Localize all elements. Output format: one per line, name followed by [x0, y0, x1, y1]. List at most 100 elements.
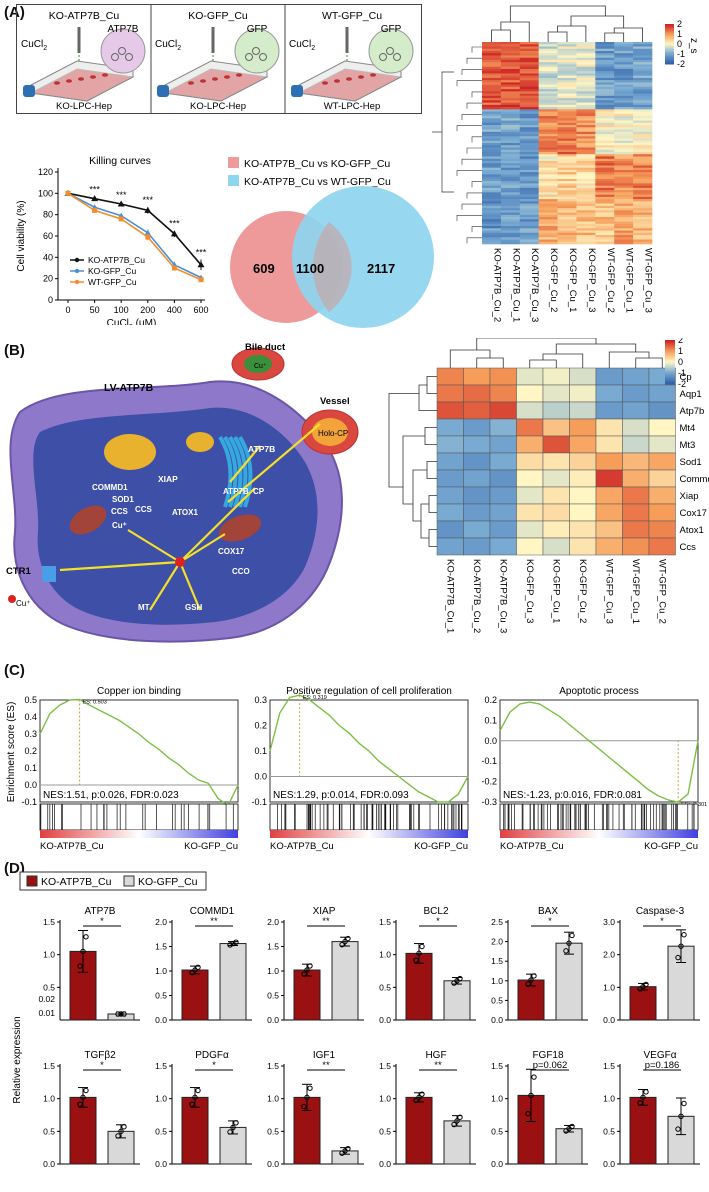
heat-cell — [482, 114, 501, 117]
heat-cell — [614, 242, 633, 245]
heat-cell — [558, 55, 577, 58]
heat-cell — [576, 143, 595, 146]
heat-cell — [614, 201, 633, 204]
heat-cell — [633, 145, 652, 148]
flask-title: KO-GFP_Cu — [188, 10, 248, 22]
y-tick-label: 60 — [43, 231, 53, 241]
heat-cell — [501, 217, 520, 220]
heat-cell — [633, 134, 652, 137]
heat-col-label: KO-ATP7B_Cu_1 — [510, 248, 521, 322]
heat-cell — [614, 80, 633, 83]
flask-schematic: KO-ATP7B_CuCuCl2ATP7BKO-LPC-HepKO-GFP_Cu… — [17, 5, 421, 113]
heat-cell — [576, 51, 595, 54]
dendro-branch — [467, 193, 482, 199]
heat-cell — [595, 98, 614, 101]
label-vessel: Vessel — [320, 396, 350, 407]
heat-cell — [437, 385, 464, 402]
bar-y-tick-label: 1.0 — [603, 982, 615, 992]
heat-cell — [558, 42, 577, 45]
heat-cell — [649, 419, 676, 436]
heat-cell — [595, 69, 614, 72]
heat-cell — [633, 105, 652, 108]
heat-cell — [539, 98, 558, 101]
heat-cell — [501, 161, 520, 164]
heat-cell — [501, 105, 520, 108]
heat-cell — [595, 159, 614, 162]
heat-cell — [482, 100, 501, 103]
gsea-high-label: KO-GFP_Cu — [414, 841, 468, 852]
heat-cell — [649, 436, 676, 453]
heat-cell — [576, 49, 595, 52]
dendro-branch — [421, 504, 429, 538]
heat-cell — [595, 156, 614, 159]
dendro-branch — [472, 227, 482, 233]
gsea-curve — [500, 702, 698, 802]
heat-cell — [539, 242, 558, 245]
bar-ko-atp7b — [406, 1097, 432, 1164]
dendro-branch — [427, 462, 437, 479]
b-colorbar-tick: 2 — [678, 338, 683, 345]
heat-cell — [576, 105, 595, 108]
heat-cell — [482, 215, 501, 218]
venn-circle-right — [292, 186, 434, 328]
bar-y-tick-label: 3.0 — [603, 917, 615, 927]
heat-col-label: KO-GFP_Cu_1 — [567, 248, 578, 312]
gsea-frame — [500, 700, 698, 802]
heat-cell — [482, 240, 501, 243]
heat-cell — [576, 58, 595, 61]
heat-cell — [501, 231, 520, 234]
heat-cell — [633, 53, 652, 56]
heat-cell — [539, 69, 558, 72]
heat-cell — [614, 58, 633, 61]
heat-row-label: Sod1 — [680, 457, 702, 468]
heat-cell — [633, 67, 652, 70]
dendro-branch — [389, 394, 419, 488]
heat-cell — [576, 82, 595, 85]
bar-y-tick-label: 1.5 — [155, 1061, 167, 1071]
heat-cell — [437, 470, 464, 487]
venn-svg: KO-ATP7B_Cu vs KO-GFP_Cu KO-ATP7B_Cu vs … — [220, 150, 435, 330]
heat-cell — [520, 132, 539, 135]
heat-cell — [614, 210, 633, 213]
heat-cell — [633, 143, 652, 146]
sig-label: * — [548, 916, 552, 927]
heat-cell — [614, 85, 633, 88]
x-tick-label: 0 — [65, 305, 70, 315]
heat-row-label: Ccs — [680, 542, 697, 553]
heat-cell — [576, 233, 595, 236]
heat-cell — [633, 199, 652, 202]
heat-cell — [614, 69, 633, 72]
heat-cell — [558, 64, 577, 67]
heat-cell — [576, 186, 595, 189]
heat-cell — [614, 174, 633, 177]
heat-cell — [501, 168, 520, 171]
heat-cell — [614, 118, 633, 121]
heat-cell — [482, 159, 501, 162]
heat-cell — [539, 82, 558, 85]
heat-cell — [482, 197, 501, 200]
heat-cell — [595, 116, 614, 119]
heat-cell — [539, 51, 558, 54]
heat-cell — [614, 197, 633, 200]
significance: *** — [169, 219, 180, 229]
heat-cell — [570, 521, 597, 538]
heat-cell — [614, 168, 633, 171]
heat-cell — [614, 82, 633, 85]
heat-cell — [576, 224, 595, 227]
gsea-stats: NES:1.29, p:0.014, FDR:0.093 — [273, 790, 409, 801]
heat-cell — [558, 116, 577, 119]
heat-cell — [520, 123, 539, 126]
heat-cell — [558, 130, 577, 133]
bar-ko-gfp — [556, 1129, 582, 1164]
heat-cell — [482, 165, 501, 168]
heat-col-label: WT-GFP_Cu_1 — [630, 559, 641, 624]
heat-cell — [482, 177, 501, 180]
heat-cell — [437, 436, 464, 453]
heat-cell — [482, 62, 501, 65]
heat-cell — [501, 109, 520, 112]
heat-cell — [558, 233, 577, 236]
heat-cell — [490, 436, 517, 453]
heat-cell — [539, 197, 558, 200]
heat-cell — [614, 213, 633, 216]
flask-cell-label: WT-LPC-Hep — [324, 101, 380, 112]
